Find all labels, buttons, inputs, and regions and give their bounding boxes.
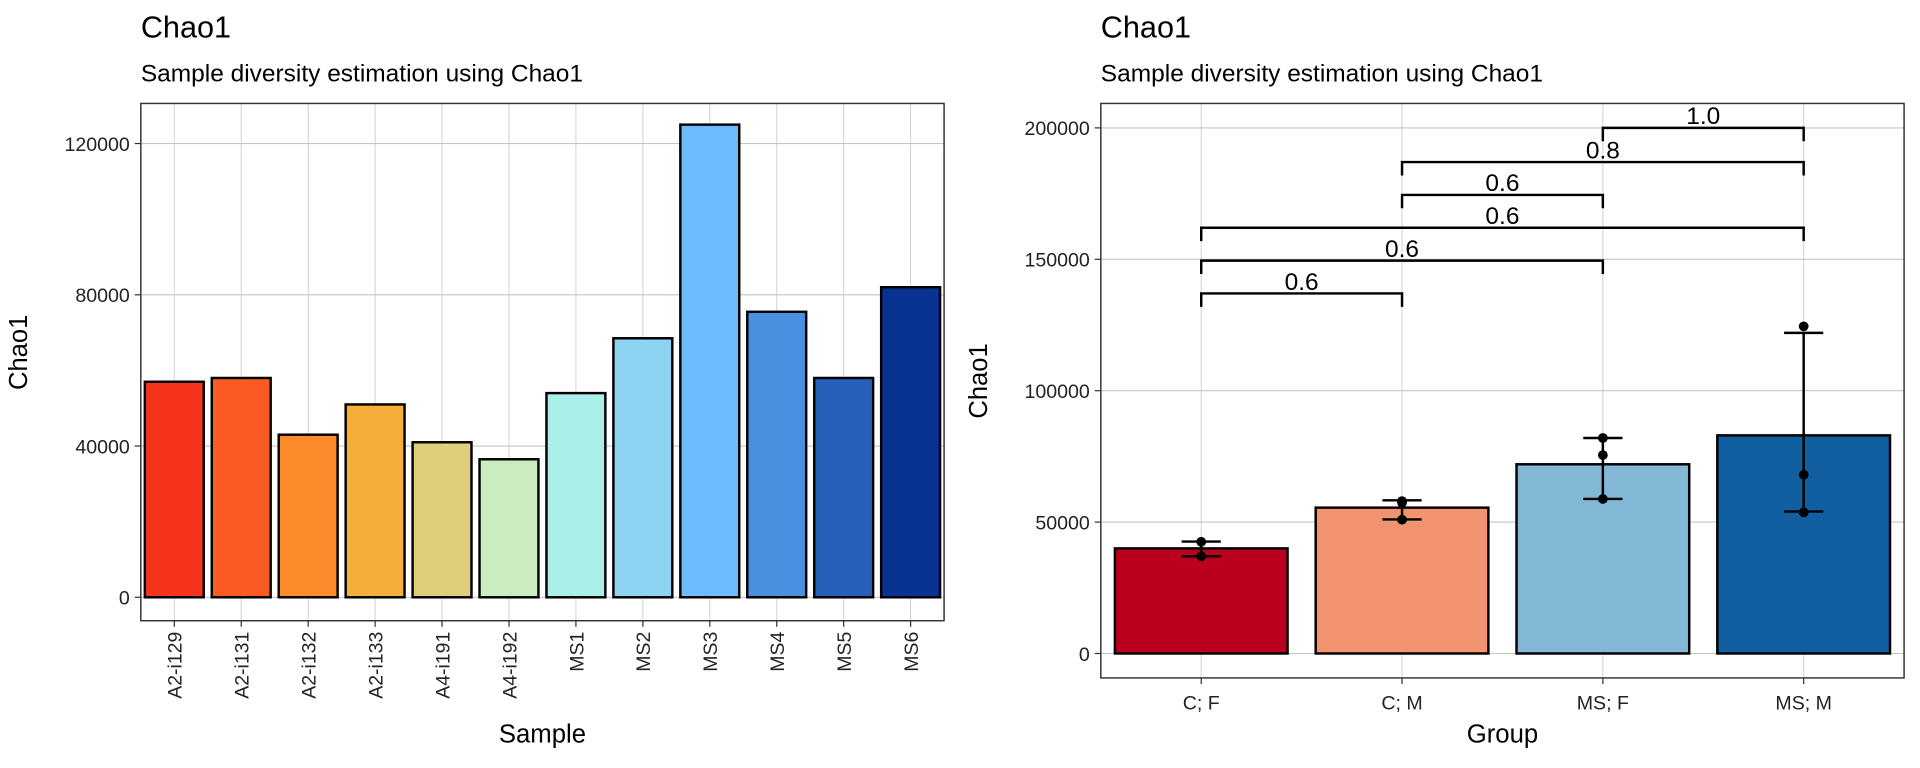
bar	[344, 403, 406, 599]
x-tick-label: A4-i192	[499, 632, 521, 699]
data-point	[1196, 536, 1207, 547]
x-tick-label: MS1	[566, 632, 588, 672]
data-point	[1597, 433, 1608, 443]
comparison-label: 0.6	[1485, 203, 1519, 230]
y-tick-label: 0	[119, 588, 130, 610]
x-tick-label: MS; F	[1577, 693, 1629, 715]
bar	[478, 458, 540, 599]
y-tick-label: 200000	[1024, 118, 1089, 140]
x-tick-label: A2-i131	[232, 632, 254, 699]
data-point	[1196, 551, 1207, 562]
x-tick-label: MS3	[700, 632, 722, 672]
data-point	[1397, 497, 1407, 508]
comparison-bracket	[1200, 292, 1404, 307]
bar	[746, 310, 808, 599]
bar	[812, 376, 875, 599]
bar	[879, 286, 942, 599]
x-tick-label: C; M	[1381, 693, 1422, 715]
plot-background	[140, 103, 945, 621]
chart-title: Chao1	[1101, 11, 1191, 45]
data-point	[1397, 514, 1407, 525]
chart-title: Chao1	[141, 11, 231, 45]
x-tick-label: MS2	[633, 632, 655, 672]
y-axis-title: Chao1	[5, 315, 33, 390]
comparison-bracket	[1200, 259, 1605, 274]
x-tick-label: MS5	[834, 632, 856, 672]
x-tick-label: C; F	[1183, 693, 1220, 715]
y-tick-label: 80000	[75, 285, 130, 307]
comparison-bracket	[1200, 226, 1805, 242]
data-point	[1798, 321, 1809, 332]
bar	[612, 337, 674, 599]
y-tick-label: 120000	[64, 134, 129, 156]
y-tick-label: 100000	[1024, 381, 1089, 403]
x-tick-label: A2-i132	[298, 632, 320, 699]
chart-subtitle: Sample diversity estimation using Chao1	[1101, 61, 1543, 88]
y-tick-label: 150000	[1024, 250, 1089, 272]
y-tick-label: 0	[1079, 644, 1090, 666]
bar	[210, 376, 272, 599]
x-tick-label: A2-i129	[165, 632, 187, 699]
data-point	[1597, 494, 1608, 504]
comparison-label: 0.6	[1485, 170, 1519, 197]
x-axis-title: Group	[1467, 721, 1538, 749]
comparison-label: 0.6	[1385, 236, 1419, 263]
bar	[1113, 547, 1289, 655]
bar	[679, 123, 741, 599]
comparison-label: 1.0	[1686, 103, 1720, 130]
bar	[545, 391, 607, 599]
plot-border	[1100, 102, 1905, 679]
x-tick-label: MS; M	[1775, 693, 1832, 715]
plot-border	[140, 102, 945, 622]
comparison-bracket	[1400, 160, 1805, 176]
bar	[411, 441, 473, 599]
x-axis-title: Sample	[499, 721, 586, 749]
y-tick-label: 50000	[1035, 512, 1090, 534]
y-tick-label: 40000	[75, 436, 130, 458]
comparison-bracket	[1400, 193, 1605, 209]
x-tick-label: A4-i191	[432, 632, 454, 699]
x-tick-label: MS6	[901, 632, 923, 672]
chart-subtitle: Sample diversity estimation using Chao1	[141, 61, 583, 88]
bar	[1314, 506, 1490, 655]
bar	[277, 433, 339, 599]
data-point	[1597, 450, 1608, 460]
comparison-bracket	[1601, 126, 1805, 142]
data-point	[1798, 507, 1809, 518]
x-tick-label: MS4	[767, 632, 789, 672]
bar	[143, 380, 205, 599]
comparison-label: 0.6	[1285, 269, 1319, 296]
x-tick-label: A2-i133	[365, 632, 387, 699]
data-point	[1798, 469, 1809, 480]
y-axis-title: Chao1	[965, 343, 993, 418]
comparison-label: 0.8	[1586, 137, 1620, 164]
